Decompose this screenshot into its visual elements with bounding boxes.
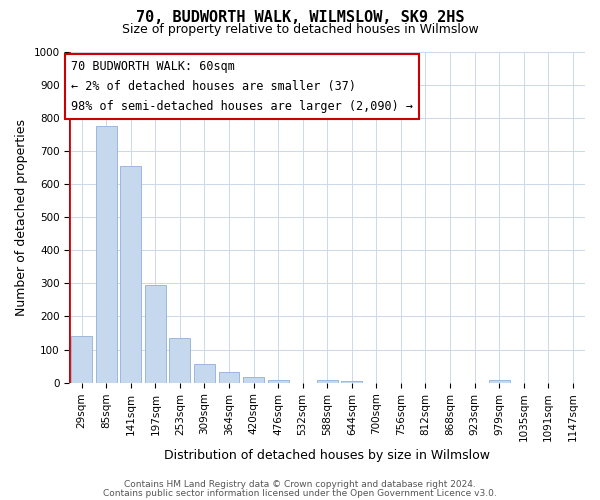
Y-axis label: Number of detached properties: Number of detached properties [15, 118, 28, 316]
Bar [317, 380, 338, 382]
Bar [71, 336, 92, 382]
Bar [194, 364, 215, 382]
Text: 70, BUDWORTH WALK, WILMSLOW, SK9 2HS: 70, BUDWORTH WALK, WILMSLOW, SK9 2HS [136, 10, 464, 25]
Bar [145, 285, 166, 382]
Bar [218, 372, 239, 382]
Bar [488, 380, 509, 382]
Bar [341, 381, 362, 382]
Bar [169, 338, 190, 382]
Bar [243, 376, 264, 382]
Bar [121, 166, 141, 382]
X-axis label: Distribution of detached houses by size in Wilmslow: Distribution of detached houses by size … [164, 450, 490, 462]
Text: Contains public sector information licensed under the Open Government Licence v3: Contains public sector information licen… [103, 489, 497, 498]
Text: Contains HM Land Registry data © Crown copyright and database right 2024.: Contains HM Land Registry data © Crown c… [124, 480, 476, 489]
Bar [96, 126, 116, 382]
Bar [268, 380, 289, 382]
Text: Size of property relative to detached houses in Wilmslow: Size of property relative to detached ho… [122, 22, 478, 36]
Text: 70 BUDWORTH WALK: 60sqm
← 2% of detached houses are smaller (37)
98% of semi-det: 70 BUDWORTH WALK: 60sqm ← 2% of detached… [71, 60, 413, 113]
